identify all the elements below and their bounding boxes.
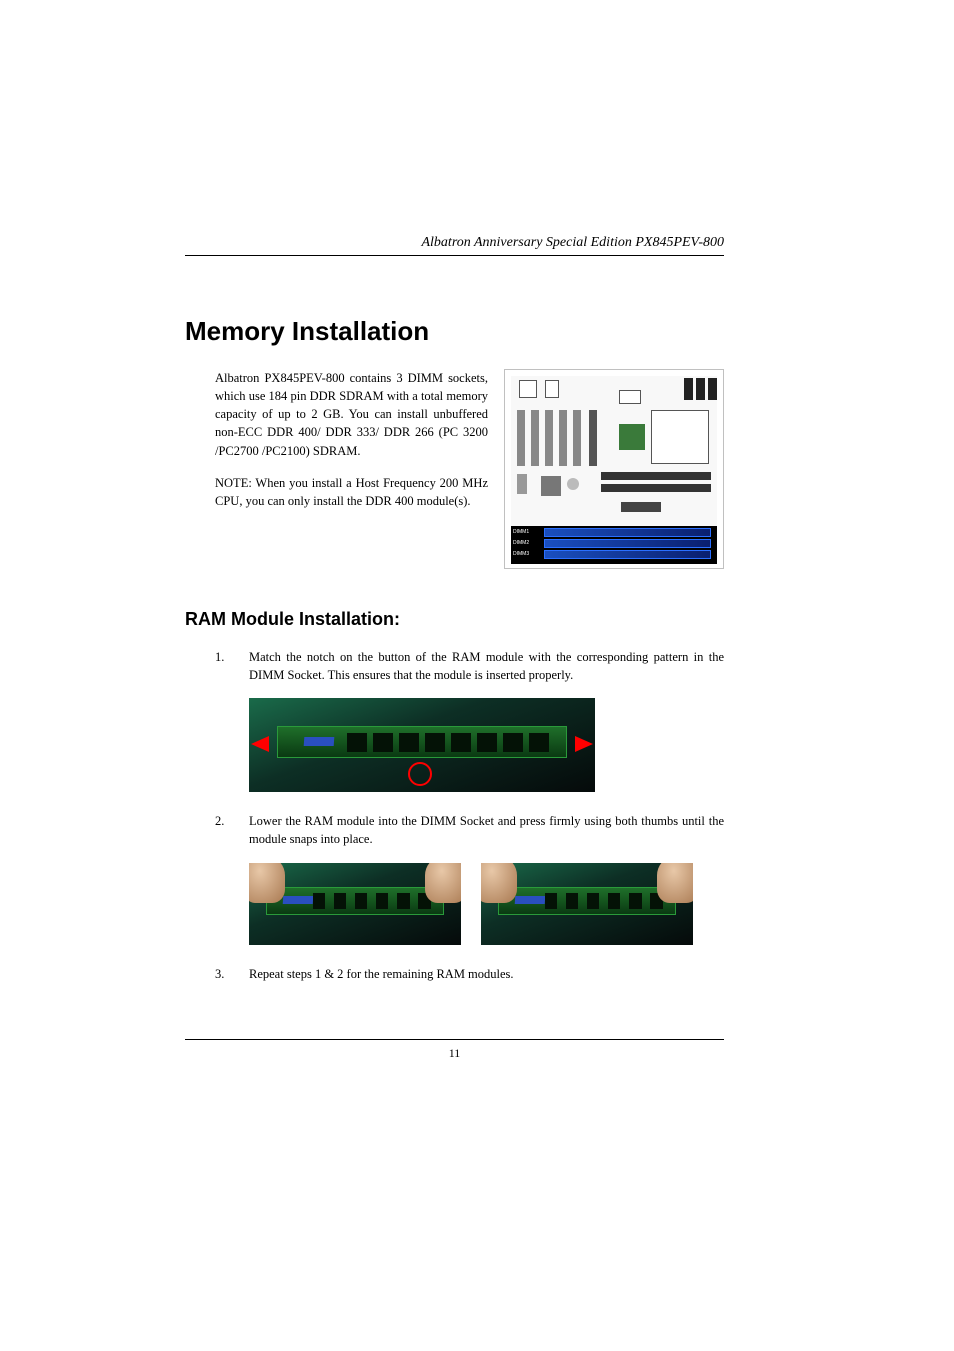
- step-number: 1.: [215, 648, 249, 684]
- intro-section: Albatron PX845PEV-800 contains 3 DIMM so…: [185, 369, 724, 569]
- ram-chip: [425, 733, 445, 752]
- ram-chip: [451, 733, 471, 752]
- step-2: 2. Lower the RAM module into the DIMM So…: [215, 812, 724, 848]
- header-pins: [696, 378, 705, 400]
- ide-header: [601, 472, 711, 480]
- ram-module: [266, 887, 444, 915]
- step-1: 1. Match the notch on the button of the …: [215, 648, 724, 684]
- ram-chip: [399, 733, 419, 752]
- direction-arrow-right: [575, 736, 593, 752]
- ram-module: [498, 887, 676, 915]
- ram-brand-label: [283, 896, 314, 904]
- intro-text: Albatron PX845PEV-800 contains 3 DIMM so…: [185, 369, 488, 569]
- notch-highlight-circle: [408, 762, 432, 786]
- ram-chip: [545, 893, 557, 910]
- header-pins: [684, 378, 693, 400]
- ram-press-photo-left: [249, 863, 461, 945]
- pci-slot: [531, 410, 539, 466]
- direction-arrow-left: [251, 736, 269, 752]
- dimm-slot-2: [544, 539, 711, 548]
- bios-chip: [621, 502, 661, 512]
- ram-chip: [334, 893, 346, 910]
- page-header: Albatron Anniversary Special Edition PX8…: [185, 235, 724, 256]
- ram-chip: [629, 893, 641, 910]
- ram-chip: [355, 893, 367, 910]
- motherboard-diagram: DIMM1 DIMM2 DIMM3: [504, 369, 724, 569]
- ram-module: [277, 726, 568, 758]
- dimm-slot-3: [544, 550, 711, 559]
- ram-chip: [373, 733, 393, 752]
- step-text: Lower the RAM module into the DIMM Socke…: [249, 812, 724, 848]
- pci-slot: [517, 410, 525, 466]
- thumb-left: [481, 863, 517, 903]
- installation-steps: 3. Repeat steps 1 & 2 for the remaining …: [185, 965, 724, 983]
- page-title: Memory Installation: [185, 316, 724, 347]
- thumb-right: [425, 863, 461, 903]
- step-text: Repeat steps 1 & 2 for the remaining RAM…: [249, 965, 724, 983]
- ram-chip: [313, 893, 325, 910]
- pci-slot: [573, 410, 581, 466]
- io-port: [545, 380, 559, 398]
- atx-power: [619, 390, 641, 404]
- ram-chip: [503, 733, 523, 752]
- installation-steps: 2. Lower the RAM module into the DIMM So…: [185, 812, 724, 848]
- ram-chip: [587, 893, 599, 910]
- ram-brand-label: [303, 737, 334, 746]
- dimm-highlight-area: DIMM1 DIMM2 DIMM3: [511, 526, 717, 564]
- pci-slot: [559, 410, 567, 466]
- header-pins: [708, 378, 717, 400]
- connector: [517, 474, 527, 494]
- agp-slot: [589, 410, 597, 466]
- ide-header: [601, 484, 711, 492]
- thumb-right: [657, 863, 693, 903]
- step-3: 3. Repeat steps 1 & 2 for the remaining …: [215, 965, 724, 983]
- ram-chip: [529, 733, 549, 752]
- section-heading: RAM Module Installation:: [185, 609, 724, 630]
- step1-photo-block: [249, 698, 724, 792]
- step-number: 2.: [215, 812, 249, 848]
- intro-paragraph-2: NOTE: When you install a Host Frequency …: [215, 474, 488, 510]
- cpu-socket: [651, 410, 709, 464]
- step-text: Match the notch on the button of the RAM…: [249, 648, 724, 684]
- dimm-label-2: DIMM2: [513, 540, 529, 546]
- ram-chip: [376, 893, 388, 910]
- ram-chip: [566, 893, 578, 910]
- installation-steps: 1. Match the notch on the button of the …: [185, 648, 724, 684]
- ram-chip: [397, 893, 409, 910]
- ram-chip: [477, 733, 497, 752]
- northbridge-chip: [619, 424, 645, 450]
- pci-slot: [545, 410, 553, 466]
- ram-brand-label: [515, 896, 546, 904]
- page-footer: 11: [185, 1039, 724, 1061]
- battery: [567, 478, 579, 490]
- southbridge-chip: [541, 476, 561, 496]
- dimm-label-1: DIMM1: [513, 529, 529, 535]
- ram-chip: [347, 733, 367, 752]
- step-number: 3.: [215, 965, 249, 983]
- thumb-left: [249, 863, 285, 903]
- io-port: [519, 380, 537, 398]
- dimm-slot-1: [544, 528, 711, 537]
- ram-press-photo-right: [481, 863, 693, 945]
- step2-photo-block: [249, 863, 724, 945]
- dimm-label-3: DIMM3: [513, 551, 529, 557]
- ram-chip: [608, 893, 620, 910]
- page-number: 11: [449, 1046, 461, 1060]
- ram-notch-photo: [249, 698, 595, 792]
- intro-paragraph-1: Albatron PX845PEV-800 contains 3 DIMM so…: [215, 369, 488, 460]
